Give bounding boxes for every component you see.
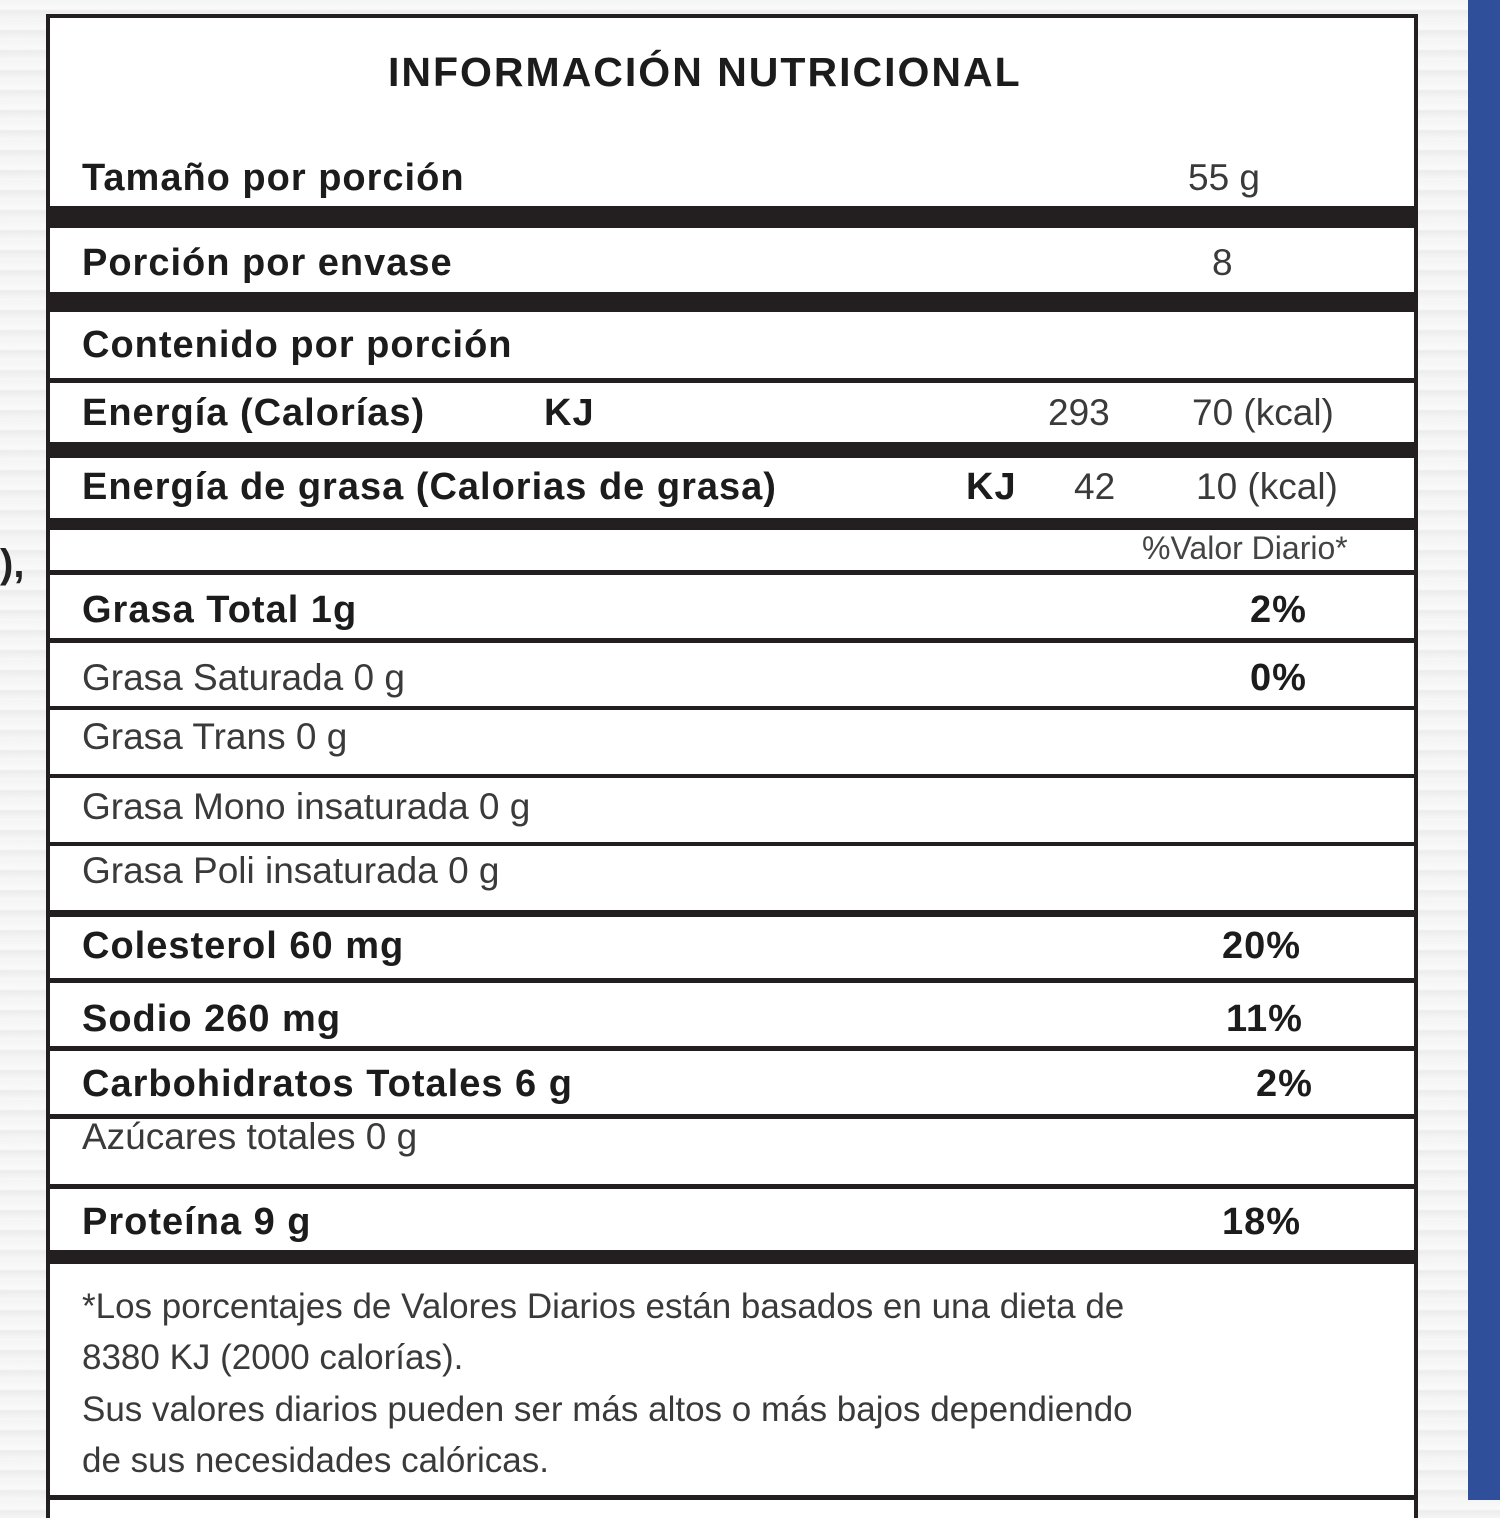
nutrient-label: Grasa Mono insaturada 0 g <box>82 786 531 827</box>
serving-size-value: 55 g <box>1188 157 1261 198</box>
divider <box>46 774 1418 778</box>
divider <box>46 706 1418 710</box>
blue-edge-strip <box>1468 0 1500 1500</box>
energy-label: Energía (Calorías) <box>82 392 426 434</box>
nutrient-label: Azúcares totales 0 g <box>82 1116 418 1157</box>
servings-per-container-label: Porción por envase <box>82 242 453 284</box>
divider <box>46 910 1418 917</box>
nutrient-label: Grasa Total 1g <box>82 589 358 631</box>
divider <box>46 570 1418 575</box>
footnote-line: *Los porcentajes de Valores Diarios está… <box>82 1287 1125 1326</box>
footnote-line: 8380 KJ (2000 calorías). <box>82 1338 464 1377</box>
divider <box>46 442 1418 458</box>
divider <box>46 292 1418 312</box>
footnote-line: de sus necesidades calóricas. <box>82 1441 549 1480</box>
nutrition-facts-label <box>46 14 1418 1518</box>
divider <box>46 518 1418 530</box>
nutrient-label: Grasa Poli insaturada 0 g <box>82 850 500 891</box>
nutrient-label: Colesterol 60 mg <box>82 925 405 967</box>
divider <box>46 978 1418 983</box>
divider <box>46 638 1418 643</box>
divider <box>46 1250 1418 1264</box>
servings-per-container-value: 8 <box>1212 242 1233 283</box>
nutrient-dv: 20% <box>1222 925 1302 967</box>
nutrient-label: Proteína 9 g <box>82 1201 312 1243</box>
serving-size-label: Tamaño por porción <box>82 157 465 199</box>
fat-energy-unit: KJ <box>966 466 1017 508</box>
background-text-fragment: ), <box>0 542 25 586</box>
divider <box>46 1495 1418 1500</box>
energy-unit: KJ <box>544 392 595 434</box>
divider <box>46 1046 1418 1051</box>
nutrient-label: Carbohidratos Totales 6 g <box>82 1063 573 1105</box>
divider <box>46 842 1418 846</box>
fat-energy-label: Energía de grasa (Calorias de grasa) <box>82 466 777 508</box>
nutrient-label: Sodio 260 mg <box>82 998 342 1040</box>
nutrient-dv: 18% <box>1222 1201 1302 1243</box>
nutrient-dv: 2% <box>1250 589 1307 631</box>
content-per-serving-label: Contenido por porción <box>82 324 513 366</box>
footnote-line: Sus valores diarios pueden ser más altos… <box>82 1390 1133 1429</box>
fat-energy-kj: 42 <box>1074 466 1116 507</box>
nutrient-label: Grasa Saturada 0 g <box>82 657 405 698</box>
nutrient-label: Grasa Trans 0 g <box>82 716 348 757</box>
energy-kj: 293 <box>1048 392 1110 433</box>
energy-kcal: 70 (kcal) <box>1192 392 1334 433</box>
divider <box>46 378 1418 383</box>
daily-value-header: %Valor Diario* <box>1142 530 1348 566</box>
divider <box>46 1114 1418 1119</box>
fat-energy-kcal: 10 (kcal) <box>1196 466 1338 507</box>
divider <box>46 206 1418 228</box>
nutrient-dv: 0% <box>1250 657 1307 699</box>
divider <box>46 1184 1418 1189</box>
nutrient-dv: 11% <box>1226 998 1303 1040</box>
nutrient-dv: 2% <box>1256 1063 1313 1105</box>
label-title: INFORMACIÓN NUTRICIONAL <box>388 49 1022 95</box>
